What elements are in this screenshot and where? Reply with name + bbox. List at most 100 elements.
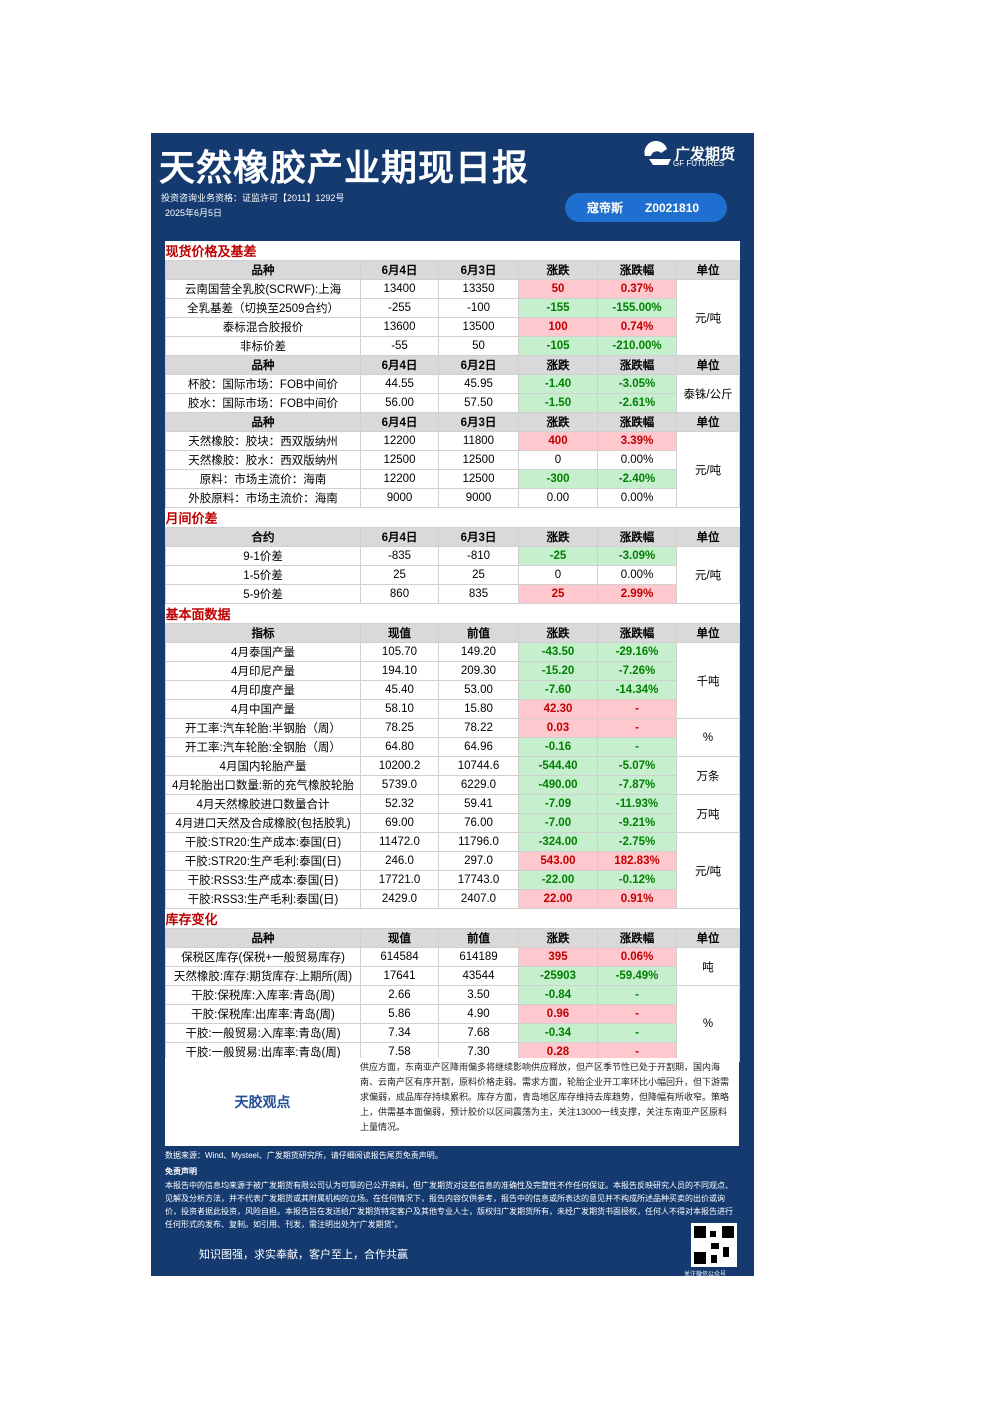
cell: -3.05%: [597, 374, 677, 394]
disclaimer-title: 免责声明: [165, 1167, 197, 1176]
cell: -22.00: [518, 870, 598, 890]
cell: 42.30: [518, 699, 598, 719]
cell: 53.00: [438, 680, 519, 700]
unit-cell: 泰铢/公斤: [675, 374, 741, 413]
cell: 2407.0: [438, 889, 519, 909]
header-cell: 6月2日: [438, 355, 519, 375]
header-cell: 前值: [438, 623, 519, 643]
header-cell: 涨跌: [518, 355, 598, 375]
data-row: 4月中国产量 58.10 15.80 42.30-: [165, 699, 740, 719]
section-row: 库存变化: [166, 909, 740, 929]
header-cell: 6月3日: [438, 412, 519, 432]
cell: 43544: [438, 966, 519, 986]
cell: -0.16: [518, 737, 598, 757]
header-cell: 品种: [165, 928, 361, 948]
cell: -15.20: [518, 661, 598, 681]
data-row: 胶水：国际市场：FOB中间价 56.00 57.50 -1.50 -2.61%: [165, 393, 740, 413]
cell: 400: [518, 431, 598, 451]
data-row: 1-5价差 25 25 0 0.00%: [165, 565, 740, 585]
header-cell: 品种: [165, 412, 361, 432]
data-row: 外胶原料：市场主流价：海南 9000 9000 0.00 0.00%: [165, 488, 740, 508]
cell: 11800: [438, 431, 519, 451]
cell: 78.22: [438, 718, 519, 738]
unit-cell: 吨: [675, 947, 741, 986]
header-cell: 现值: [360, 623, 439, 643]
cell: -255: [360, 298, 439, 318]
analyst: 寇帝斯: [586, 201, 623, 215]
cell: 0: [518, 565, 598, 585]
cell: 17743.0: [438, 870, 519, 890]
data-row: 4月印尼产量 194.10 209.30 -15.20 -7.26%: [165, 661, 740, 681]
cell: 105.70: [360, 642, 439, 662]
cell: -155.00%: [597, 298, 677, 318]
cell: 9000: [438, 488, 519, 508]
cell: -1.40: [518, 374, 598, 394]
cell: 胶水：国际市场：FOB中间价: [165, 393, 361, 413]
cell: 22.00: [518, 889, 598, 909]
cell: 76.00: [438, 813, 519, 833]
cell: 2429.0: [360, 889, 439, 909]
cell: 开工率:汽车轮胎:半钢胎（周）: [165, 718, 361, 738]
cell: 6229.0: [438, 775, 519, 795]
cell: 0.00: [518, 488, 598, 508]
data-row: 干胶:保税库:入库率:青岛(周) 2.66 3.50 -0.84-%: [165, 985, 741, 1062]
view-box: 天胶观点 供应方面，东南亚产区降雨偏多将继续影响供应释放，但产区季节性已处于开割…: [165, 1058, 739, 1146]
data-row: 9-1价差 -835 -810 -25 -3.09% 元/吨: [165, 546, 741, 604]
header-cell: 品种: [165, 355, 361, 375]
header-cell: 单位: [675, 355, 741, 375]
cell: -: [597, 699, 677, 719]
logo-icon: [644, 141, 671, 165]
cell: -810: [438, 546, 519, 566]
data-row: 4月轮胎出口数量:新的充气橡胶轮胎 5739.0 6229.0 -490.00 -7.8…: [165, 775, 740, 795]
data-row: 天然橡胶:库存:期货库存:上期所(周) 17641 43544 -25903 -59.4…: [165, 966, 740, 986]
section-row: 现货价格及基差: [166, 241, 740, 261]
header-row: 品种 6月4日 6月3日 涨跌 涨跌幅 单位: [165, 260, 741, 280]
cell: 149.20: [438, 642, 519, 662]
header-cell: 前值: [438, 928, 519, 948]
data-table: 现货价格及基差 品种 6月4日 6月3日 涨跌 涨跌幅 单位 云南国营全乳胶(SCRWF):上…: [165, 241, 741, 1062]
unit-cell: 元/吨: [675, 431, 741, 508]
header-cell: 6月4日: [360, 527, 439, 547]
cell: -300: [518, 469, 598, 489]
cell: 0.37%: [597, 279, 677, 299]
unit-cell: 万吨: [675, 794, 741, 833]
cell: -544.40: [518, 756, 598, 776]
header-cell: 涨跌: [518, 928, 598, 948]
header-cell: 涨跌幅: [597, 623, 677, 643]
cell: 4月印度产量: [165, 680, 361, 700]
cell: 0.00%: [597, 450, 677, 470]
cell: 开工率:汽车轮胎:全钢胎（周）: [165, 737, 361, 757]
data-row: 杯胶：国际市场：FOB中间价 44.55 45.95 -1.40 -3.05% 泰铢/公斤: [165, 374, 741, 413]
section-title: 库存变化: [165, 912, 218, 927]
cell: 45.95: [438, 374, 519, 394]
cell: 13400: [360, 279, 439, 299]
cell: -59.49%: [597, 966, 677, 986]
header-cell: 单位: [675, 928, 741, 948]
cell: -7.00: [518, 813, 598, 833]
cell: 7.68: [438, 1023, 519, 1043]
cell: 0.00%: [597, 488, 677, 508]
cell: 5.86: [360, 1004, 439, 1024]
cell: 7.58: [360, 1042, 439, 1062]
cell: -9.21%: [597, 813, 677, 833]
cell: 7.34: [360, 1023, 439, 1043]
data-row: 干胶:保税库:出库率:青岛(周) 5.86 4.90 0.96-: [165, 1004, 740, 1024]
cell: 0.06%: [597, 947, 677, 967]
cell: 194.10: [360, 661, 439, 681]
cell: 干胶:RSS3:生产毛利:泰国(日): [165, 889, 361, 909]
cell: -11.93%: [597, 794, 677, 814]
cell: 9000: [360, 488, 439, 508]
cell: 15.80: [438, 699, 519, 719]
cell: 12500: [438, 450, 519, 470]
header-cell: 6月4日: [360, 412, 439, 432]
cell: -29.16%: [597, 642, 677, 662]
cell: 12500: [438, 469, 519, 489]
header-cell: 涨跌: [518, 623, 598, 643]
cell: -2.61%: [597, 393, 677, 413]
cell: -25: [518, 546, 598, 566]
cell: 13350: [438, 279, 519, 299]
cell: 4月进口天然及合成橡胶(包括胶乳): [165, 813, 361, 833]
cell: 4.90: [438, 1004, 519, 1024]
source: 数据来源：Wind、Mysteel、广发期货研究所，请仔细阅读报告尾页免责声明。: [165, 1151, 443, 1160]
section-row: 月间价差: [166, 508, 740, 528]
